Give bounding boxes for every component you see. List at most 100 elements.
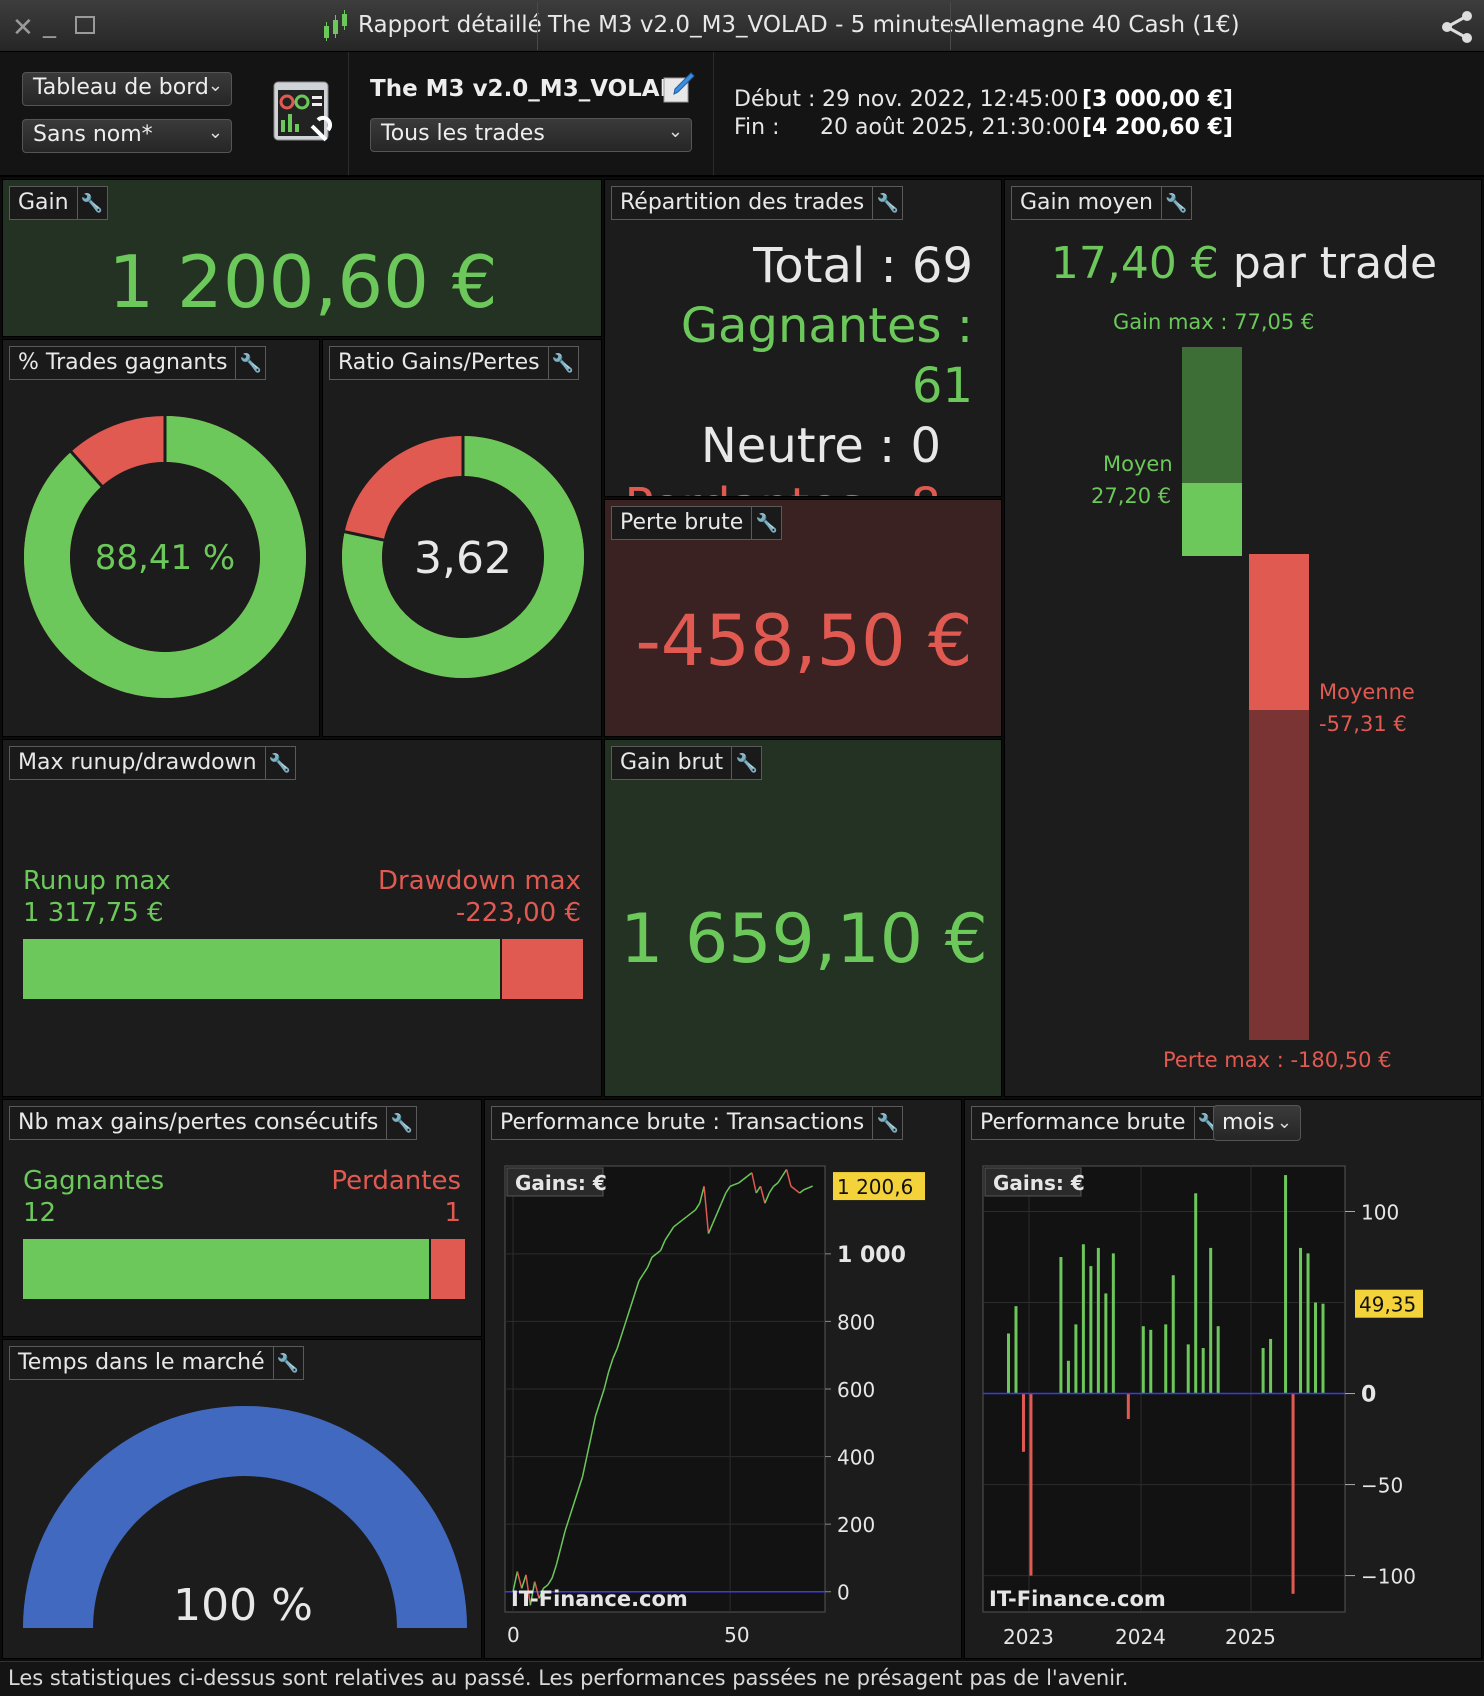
wrench-icon[interactable]: 🔧 [272,1347,303,1379]
wins-fill [23,1239,431,1299]
line-segment [742,1175,748,1181]
win-rate-header: % Trades gagnants 🔧 [9,346,267,380]
chevron-down-icon: ⌄ [1276,1112,1292,1133]
avg-gain-panel: Gain moyen 🔧 17,40 € par trade Gain max :… [1004,179,1482,1097]
bar [1014,1306,1018,1394]
bar [1149,1329,1153,1394]
line-segment [725,1185,731,1194]
line-segment [755,1185,762,1194]
time-in-market-value: 100 % [173,1580,313,1631]
bar [1209,1247,1213,1394]
start-label: Début : [734,87,816,112]
distribution-list: Total : 69 Gagnantes : 61 Neutre : 0 Per… [605,236,973,496]
bar [1171,1275,1175,1394]
wrench-icon[interactable]: 🔧 [235,347,265,379]
line-segment [646,1256,653,1268]
bar [1141,1326,1145,1394]
line-segment [573,1490,579,1505]
y-tick-label: 100 [1361,1201,1399,1225]
line-segment [785,1169,792,1187]
close-icon[interactable]: ✕ [12,13,34,43]
trades-filter-select[interactable]: Tous les trades ⌄ [370,118,692,152]
bar [1314,1302,1318,1394]
line-segment [620,1321,627,1336]
line-segment [699,1186,705,1204]
minimize-icon[interactable]: _ [43,9,56,39]
distribution-panel: Répartition des trades 🔧 Total : 69 Gagna… [604,179,1002,497]
line-segment [633,1280,640,1295]
distribution-winners: Gagnantes : 61 [680,298,973,414]
x-tick-label: 2023 [1003,1625,1054,1649]
line-segment [673,1222,679,1228]
line-segment [747,1172,753,1177]
line-segment [664,1233,670,1241]
y-tick-label: 0 [837,1581,850,1605]
avg-gain-header: Gain moyen 🔧 [1011,186,1192,220]
line-segment [790,1185,796,1191]
chevron-down-icon: ⌄ [207,122,223,143]
bar [1021,1393,1025,1452]
avg-win-bar [1182,483,1242,556]
wrench-icon[interactable]: 🔧 [1160,187,1191,219]
avg-win-value: 27,20 € [1091,484,1172,508]
ratio-header: Ratio Gains/Pertes 🔧 [329,346,579,380]
win-rate-value: 88,41 % [94,538,236,578]
gross-gain-panel: Gain brut 🔧 1 659,10 € [604,739,1002,1097]
bar [1111,1253,1115,1394]
bar [1096,1247,1100,1394]
wrench-icon[interactable]: 🔧 [872,1107,902,1139]
line-segment [599,1388,605,1403]
line-segment [720,1192,727,1204]
x-tick-label: 0 [507,1623,520,1647]
end-capital: [4 200,60 €] [1082,115,1233,140]
line-segment [560,1530,566,1548]
line-segment [729,1183,735,1187]
wrench-icon[interactable]: 🔧 [76,187,107,219]
line-segment [738,1178,744,1184]
win-rate-donut [24,415,306,698]
losses-label: Perdantes [331,1166,461,1196]
y-tick-label: 400 [837,1446,875,1470]
runup-value: 1 317,75 € [23,898,164,928]
bar [1216,1326,1220,1394]
name-select[interactable]: Sans nom* ⌄ [22,119,232,153]
line-segment [764,1192,770,1204]
last-value-text: 1 200,6 [837,1175,913,1199]
end-date: 20 août 2025, 21:30:00 [820,115,1081,140]
report-label[interactable]: Rapport détaillé [358,12,542,38]
max-gain-label: Gain max : 77,05 € [1113,310,1315,334]
wrench-icon[interactable]: 🔧 [751,507,781,539]
bar [1186,1344,1190,1394]
line-segment [694,1202,701,1211]
y-tick-label: 600 [837,1378,875,1402]
line-segment [638,1273,644,1282]
dashboard-settings-icon[interactable] [272,80,334,146]
legend-box [984,1167,1082,1197]
wrench-icon[interactable]: 🔧 [872,187,902,219]
strategy-title: The M3 v2.0_M3_VOLAD - 5 minutes [548,12,966,38]
edit-icon[interactable] [662,70,698,106]
drawdown-label: Drawdown max [378,866,581,896]
wrench-icon[interactable]: 🔧 [264,747,295,779]
period-select[interactable]: mois ⌄ [1213,1105,1301,1141]
maximize-icon[interactable] [75,16,95,34]
wrench-icon[interactable]: 🔧 [547,347,578,379]
chevron-down-icon: ⌄ [667,121,683,142]
line-segment [716,1202,723,1214]
wrench-icon[interactable]: 🔧 [731,747,761,779]
bar [1007,1333,1010,1394]
line-segment [773,1182,779,1187]
legend-box [506,1167,604,1197]
y-tick-label: −50 [1361,1474,1403,1498]
line-segment [555,1547,562,1565]
instrument-name: Allemagne 40 Cash (1€) [962,12,1240,38]
line-segment [547,1577,553,1586]
dashboard-select[interactable]: Tableau de bord ⌄ [22,72,232,106]
watermark: IT-Finance.com [511,1587,688,1611]
wrench-icon[interactable]: 🔧 [386,1107,416,1139]
share-icon[interactable] [1440,10,1474,44]
x-tick-label: 2024 [1115,1625,1166,1649]
gain-panel: Gain 🔧 1 200,60 € [2,179,602,337]
bar [1066,1360,1070,1394]
line-segment [625,1307,631,1322]
